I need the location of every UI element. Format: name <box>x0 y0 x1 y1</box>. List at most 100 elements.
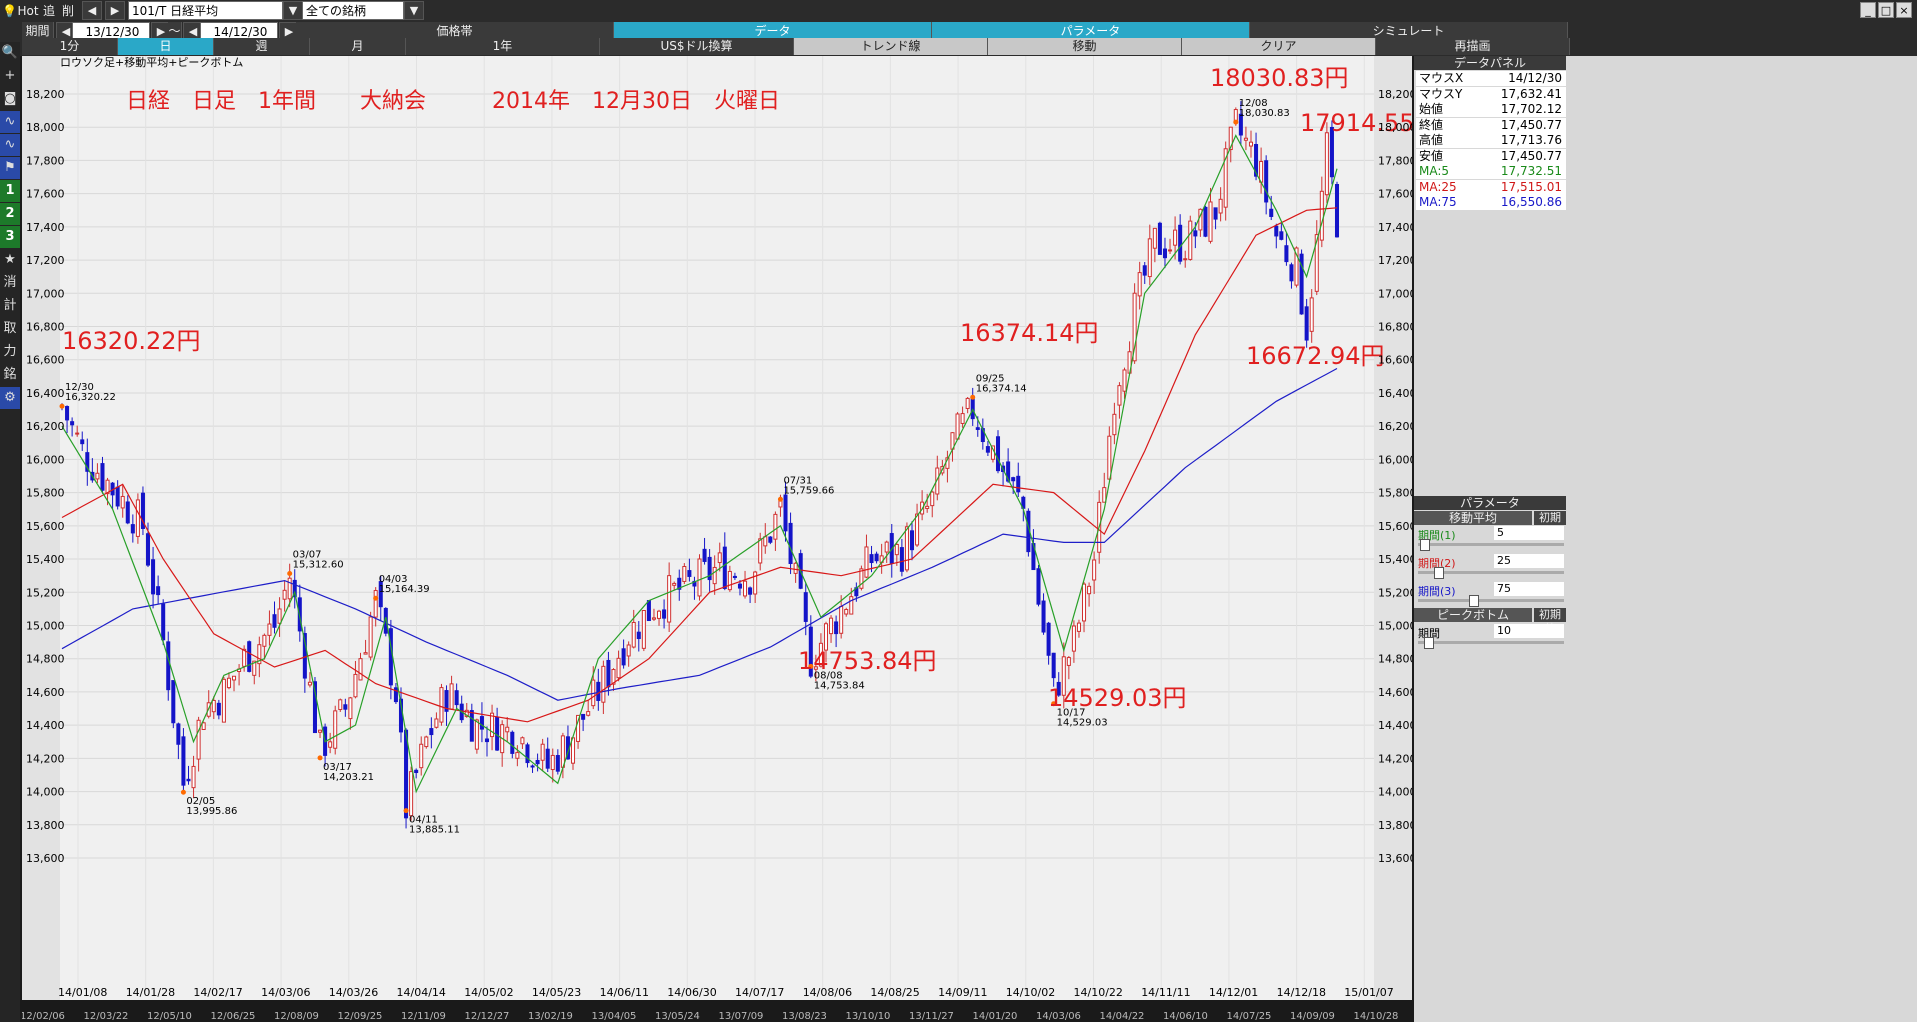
data-row-value: 17,632.41 <box>1500 86 1562 101</box>
y-tick-left: 17,400 <box>26 221 65 234</box>
candle-body <box>226 677 231 689</box>
candle-body <box>864 546 869 578</box>
overview-tick: 13/07/09 <box>719 1011 764 1022</box>
candle-body <box>429 728 434 736</box>
universe-select[interactable]: 全ての銘柄 <box>302 1 404 20</box>
camera-icon[interactable]: ◙ <box>3 91 17 106</box>
ma-p2-slider[interactable] <box>1418 571 1564 574</box>
peakbottom-title: ピークボトム <box>1414 608 1532 622</box>
tab-price-band[interactable]: 価格帯 <box>296 22 614 41</box>
overview-tick: 13/10/10 <box>846 1011 891 1022</box>
chart2-icon[interactable]: ∿ <box>0 134 20 156</box>
redraw-button[interactable]: 再描画 <box>1376 38 1570 55</box>
maximize-button[interactable]: □ <box>1878 2 1894 18</box>
candle-body <box>707 556 712 581</box>
overview-tick: 14/01/20 <box>973 1011 1018 1022</box>
flag-icon[interactable]: ⚑ <box>0 157 20 179</box>
tab-simulate[interactable]: シミュレート <box>1250 22 1568 41</box>
crosshair-icon[interactable]: + <box>4 68 16 83</box>
tool-13[interactable]: 力 <box>3 344 17 359</box>
y-tick-left: 13,800 <box>26 819 65 832</box>
ma-p2-thumb[interactable] <box>1434 567 1444 579</box>
interval-month[interactable]: 月 <box>310 38 406 55</box>
bulb-icon[interactable]: 💡 <box>2 4 17 18</box>
data-row-value: 17,713.76 <box>1500 133 1562 147</box>
usd-convert-button[interactable]: US$ドル換算 <box>600 38 794 55</box>
ma-p3-thumb[interactable] <box>1469 595 1479 607</box>
chart-icon[interactable]: ∿ <box>0 111 20 133</box>
candle-body <box>161 603 166 641</box>
data-row-value: 17,732.51 <box>1500 164 1562 178</box>
ma-p3-label: 期間(3) <box>1418 585 1456 598</box>
tool-14[interactable]: 銘 <box>3 367 17 382</box>
ma-p1-input[interactable]: 5 <box>1494 526 1564 540</box>
ma-reset-button[interactable]: 初期値 <box>1534 511 1566 538</box>
data-row-value: 14/12/30 <box>1508 71 1562 85</box>
hot-button[interactable]: Hot <box>17 4 39 18</box>
next-symbol-button[interactable]: ▶ <box>105 1 125 20</box>
minimize-button[interactable]: _ <box>1860 2 1876 18</box>
x-tick: 14/12/18 <box>1277 986 1326 999</box>
candle-body <box>1178 224 1183 262</box>
y-tick-right: 15,400 <box>1378 553 1412 566</box>
tool-7[interactable]: 2 <box>0 203 20 225</box>
ma75-line <box>61 367 1338 701</box>
ma-p1-slider[interactable] <box>1418 543 1564 546</box>
tool-12[interactable]: 取 <box>3 321 17 336</box>
peak-marker <box>373 595 379 601</box>
move-button[interactable]: 移動 <box>988 38 1182 55</box>
tool-11[interactable]: 計 <box>3 298 17 313</box>
candle-body <box>884 541 889 553</box>
tab-data[interactable]: データ <box>614 22 932 41</box>
candle-body <box>115 486 120 507</box>
symbol-input[interactable]: 101/T 日経平均 <box>128 1 283 20</box>
close-button[interactable]: × <box>1896 2 1912 18</box>
candle-body <box>788 522 793 565</box>
tab-parameter[interactable]: パラメータ <box>932 22 1250 41</box>
candle-body <box>424 736 429 748</box>
interval-1min[interactable]: 1分 <box>22 38 118 55</box>
y-tick-right: 13,800 <box>1378 819 1412 832</box>
candle-body <box>353 673 358 698</box>
universe-dropdown-icon[interactable]: ▼ <box>404 1 424 20</box>
candle-body <box>869 554 874 564</box>
peak-date: 04/11 <box>409 815 438 826</box>
tool-8[interactable]: 3 <box>0 226 20 248</box>
tool-6[interactable]: 1 <box>0 180 20 202</box>
pb-reset-button[interactable]: 初期値 <box>1534 608 1566 635</box>
interval-week[interactable]: 週 <box>214 38 310 55</box>
peak-value: 14,753.84 <box>814 680 865 691</box>
clear-button[interactable]: クリア <box>1182 38 1376 55</box>
add-button[interactable]: 追 <box>42 4 55 18</box>
ma-p3-input[interactable]: 75 <box>1494 582 1564 596</box>
tool-10[interactable]: 消 <box>3 275 17 290</box>
trendline-button[interactable]: トレンド線 <box>794 38 988 55</box>
search-icon[interactable]: 🔍 <box>1 45 19 60</box>
candle-body <box>211 699 216 713</box>
pb-thumb[interactable] <box>1424 637 1434 649</box>
prev-symbol-button[interactable]: ◀ <box>82 1 102 20</box>
candle-body <box>232 675 237 681</box>
candle-body <box>373 590 378 618</box>
candle-body <box>1248 141 1254 147</box>
ma-title: 移動平均 <box>1414 511 1532 525</box>
pb-slider[interactable] <box>1418 641 1564 644</box>
ma-p2-input[interactable]: 25 <box>1494 554 1564 568</box>
ma-p1-thumb[interactable] <box>1420 539 1430 551</box>
ma-p3-slider[interactable] <box>1418 599 1564 602</box>
interval-day[interactable]: 日 <box>118 38 214 55</box>
candle-body <box>727 570 732 591</box>
candle-body <box>1324 132 1329 196</box>
data-row-key: マウスY <box>1419 86 1463 101</box>
pb-input[interactable]: 10 <box>1494 624 1564 638</box>
gear-icon[interactable]: ⚙ <box>0 387 20 409</box>
annotation-close: 17914.55円 <box>1300 109 1412 137</box>
symbol-dropdown-icon[interactable]: ▼ <box>283 1 303 20</box>
candle-body <box>1279 231 1284 240</box>
delete-button[interactable]: 削 <box>61 4 74 18</box>
interval-1year[interactable]: 1年 <box>406 38 600 55</box>
tool-9[interactable]: ★ <box>4 252 16 267</box>
y-tick-left: 18,200 <box>26 88 65 101</box>
candle-body <box>550 754 555 771</box>
